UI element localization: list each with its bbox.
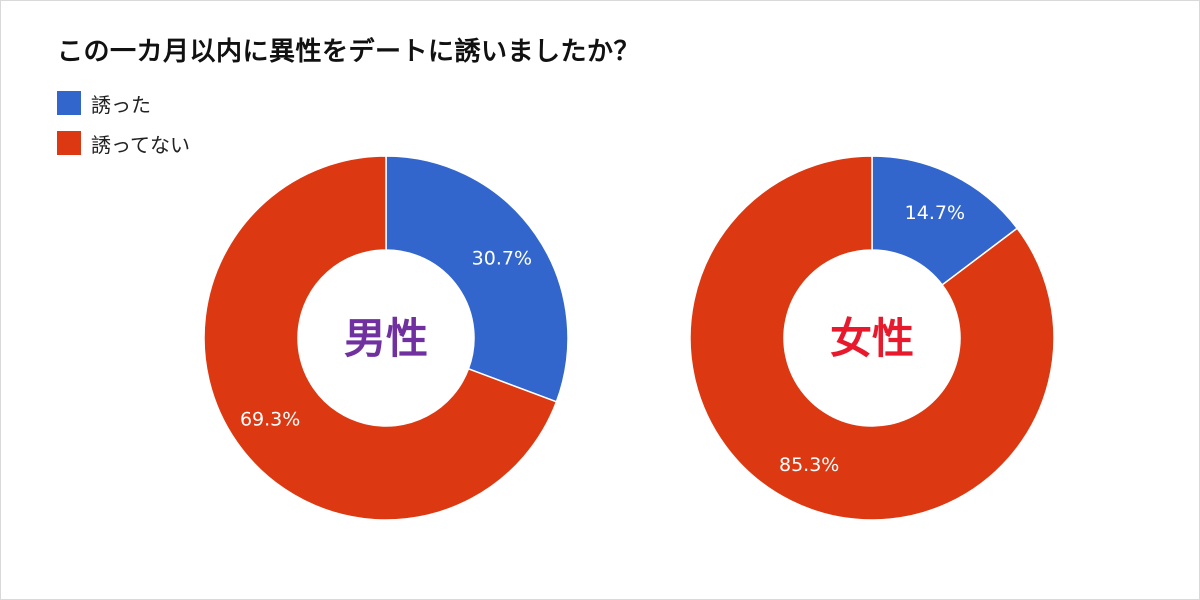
donut-slice-label-female-not-invited: 85.3% xyxy=(779,454,839,476)
donut-slice-label-female-invited: 14.7% xyxy=(905,202,965,224)
legend-swatch-not-invited xyxy=(57,131,81,155)
legend-item-not-invited: 誘ってない xyxy=(57,129,190,157)
donut-center-label-male: 男性 xyxy=(344,314,428,363)
donut-slice-label-male-invited: 30.7% xyxy=(472,248,532,270)
legend-item-invited: 誘った xyxy=(57,89,190,117)
donut-slice-female-not-invited xyxy=(689,155,1055,521)
chart-title: この一カ月以内に異性をデートに誘いましたか？ xyxy=(57,37,641,67)
legend-label-not-invited: 誘ってない xyxy=(91,132,190,157)
legend-label-invited: 誘った xyxy=(91,92,151,117)
legend: 誘った 誘ってない xyxy=(57,89,190,169)
donut-center-label-female: 女性 xyxy=(830,314,914,363)
legend-swatch-invited xyxy=(57,91,81,115)
donut-slice-male-not-invited xyxy=(203,155,558,521)
donut-slice-label-male-not-invited: 69.3% xyxy=(240,408,300,430)
donut-slice-male-invited xyxy=(385,155,569,403)
